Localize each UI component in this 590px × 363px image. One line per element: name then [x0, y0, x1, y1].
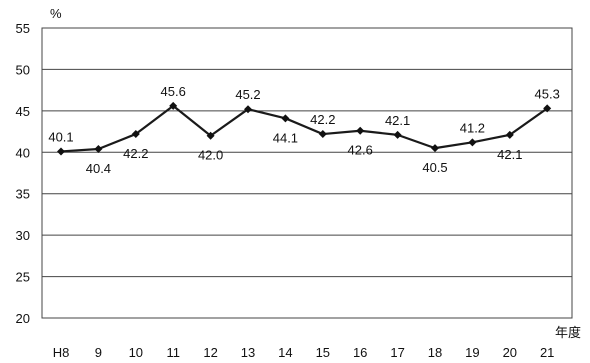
data-point-marker — [57, 147, 65, 156]
data-label: 40.1 — [48, 129, 73, 144]
plot-frame — [41, 27, 573, 319]
x-axis-unit-label: 年度 — [555, 325, 581, 340]
x-tick-label: 21 — [540, 345, 554, 360]
x-tick-label: 20 — [503, 345, 517, 360]
data-label: 40.4 — [86, 161, 111, 176]
x-tick-label: 14 — [278, 345, 292, 360]
y-axis-ticks: 20 25 30 35 40 45 50 55 — [16, 21, 30, 326]
y-tick-label: 20 — [16, 311, 30, 326]
x-axis-ticks: H8 9 10 11 12 13 14 15 16 17 18 19 20 21 — [53, 345, 555, 360]
y-tick-label: 40 — [16, 145, 30, 160]
data-point-marker — [505, 130, 514, 139]
x-tick-label: 11 — [166, 345, 180, 360]
x-tick-label: 16 — [353, 345, 367, 360]
data-point-marker — [543, 104, 552, 113]
data-label: 40.5 — [422, 160, 447, 175]
data-label: 45.3 — [535, 86, 560, 101]
data-point-marker — [281, 114, 290, 123]
x-tick-label: 9 — [95, 345, 102, 360]
data-labels: 40.1 40.4 42.2 45.6 42.0 45.2 44.1 42.2 42.6 42.1… — [48, 84, 560, 176]
data-label: 42.2 — [123, 146, 148, 161]
x-tick-label: 15 — [316, 345, 330, 360]
x-tick-label: 17 — [390, 345, 404, 360]
data-label: 44.1 — [273, 130, 298, 145]
data-label: 42.0 — [198, 148, 223, 163]
data-point-marker — [431, 144, 439, 153]
data-label: 41.2 — [460, 120, 485, 135]
data-point-marker — [468, 138, 477, 147]
data-point-marker — [393, 130, 402, 139]
x-tick-label: 19 — [465, 345, 479, 360]
data-point-marker — [169, 101, 178, 110]
series-line — [60, 104, 548, 153]
gridlines — [42, 68, 572, 278]
x-tick-label: 18 — [428, 345, 442, 360]
series-line-group — [57, 101, 552, 156]
y-tick-label: 25 — [16, 270, 30, 285]
data-point-marker — [131, 130, 140, 139]
x-tick-label: 13 — [241, 345, 255, 360]
x-tick-label: 10 — [129, 345, 143, 360]
data-label: 42.6 — [348, 143, 373, 158]
data-label: 45.2 — [235, 87, 260, 102]
x-tick-label: H8 — [53, 345, 70, 360]
y-axis-unit-label: % — [50, 6, 62, 21]
y-tick-label: 45 — [16, 104, 30, 119]
data-point-marker — [206, 131, 215, 140]
x-tick-label: 12 — [203, 345, 217, 360]
data-point-marker — [244, 105, 252, 114]
y-tick-label: 30 — [16, 228, 30, 243]
data-label: 42.1 — [497, 147, 522, 162]
data-label: 42.1 — [385, 113, 410, 128]
data-point-marker — [94, 144, 103, 153]
data-point-marker — [318, 130, 327, 139]
y-tick-label: 55 — [16, 21, 30, 36]
data-label: 45.6 — [161, 84, 186, 99]
data-point-marker — [356, 126, 365, 135]
y-tick-label: 50 — [16, 62, 30, 77]
y-tick-label: 35 — [16, 187, 30, 202]
data-label: 42.2 — [310, 112, 335, 127]
